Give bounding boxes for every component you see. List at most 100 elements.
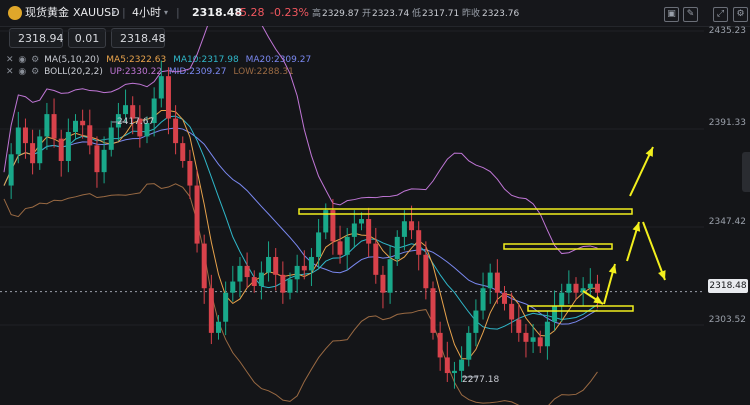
candle-body <box>516 319 522 333</box>
candle-body <box>373 243 379 275</box>
candle-body <box>530 337 536 342</box>
candle-body <box>22 127 28 144</box>
timeframe-chevron-icon[interactable]: ▾ <box>164 8 169 17</box>
candle-body <box>15 127 21 155</box>
support-box <box>527 305 634 312</box>
candle-body <box>201 243 207 289</box>
sell-price-button[interactable]: 2318.94 <box>9 28 64 48</box>
candle-body <box>287 279 293 293</box>
candle-body <box>308 256 314 271</box>
close-icon[interactable]: ✕ <box>6 55 14 65</box>
axis-tick: 2347.42 <box>708 217 746 227</box>
candle-body <box>359 219 364 224</box>
candle-body <box>180 143 186 161</box>
up-arrow <box>629 146 654 197</box>
candle-body <box>108 127 114 150</box>
candle-body <box>294 265 300 280</box>
candle-body <box>416 230 422 255</box>
price-axis[interactable]: 2435.23 2391.33 2347.42 2303.52 2318.48 <box>704 26 750 405</box>
candle-body <box>115 114 121 128</box>
candle-body <box>466 332 472 360</box>
candle-body <box>87 125 93 146</box>
boll-up-value: UP:2330.22 <box>109 67 163 77</box>
candlestick-chart[interactable] <box>0 26 704 405</box>
candle-body <box>587 283 593 289</box>
symbol-code[interactable]: XAUUSD <box>73 6 120 19</box>
candle-body <box>316 232 322 257</box>
candle-body <box>301 265 307 271</box>
candle-body <box>502 292 507 304</box>
timeframe-select[interactable]: 4小时 <box>132 6 161 19</box>
candle-body <box>330 210 336 242</box>
ma10-line <box>3 115 598 330</box>
high-value: 2329.87 <box>322 9 360 19</box>
draw-tools-icon[interactable]: ✎ <box>683 7 698 22</box>
candle-body <box>487 272 493 289</box>
resistance-box <box>298 208 633 215</box>
low-label: 低 <box>412 9 422 19</box>
candle-body <box>280 274 286 293</box>
last-price: 2318.48 <box>192 6 243 19</box>
ma20-value: MA20:2309.27 <box>245 55 312 65</box>
separator: | <box>122 6 126 19</box>
candle-body <box>566 283 572 293</box>
settings-icon[interactable]: ⚙ <box>31 55 40 65</box>
current-price-tag: 2318.48 <box>708 279 748 293</box>
candle-body <box>437 332 443 358</box>
top-bar: 现货黄金 XAUUSD ▾ | 4小时 ▾ | 2318.48 -5.28 -0… <box>0 0 750 27</box>
lot-size-input[interactable]: 0.01 <box>68 28 106 48</box>
candle-body <box>337 241 343 255</box>
candle-body <box>394 236 400 260</box>
candle-body <box>101 149 107 173</box>
candle-body <box>401 221 407 237</box>
candle-body <box>273 256 279 275</box>
candle-body <box>65 131 71 161</box>
chevron-down-icon[interactable]: ▾ <box>112 8 117 17</box>
candle-body <box>137 118 143 137</box>
candle-body <box>366 219 372 244</box>
candle-body <box>473 310 479 333</box>
close-icon[interactable]: ✕ <box>6 67 14 77</box>
candle-body <box>573 283 579 293</box>
ma-name: MA(5,10,20) <box>44 55 100 65</box>
screenshot-icon[interactable]: ▣ <box>664 7 679 22</box>
up-arrow-head <box>632 222 641 232</box>
candle-body <box>344 236 350 255</box>
settings-icon[interactable]: ⚙ <box>733 7 748 22</box>
candle-body <box>544 321 550 347</box>
high-marker-label: 2417.67 <box>117 117 155 127</box>
boll-mid-value: MID:2309.27 <box>168 67 227 77</box>
candle-body <box>44 114 50 137</box>
candle-body <box>423 254 429 289</box>
candle-body <box>8 154 14 186</box>
candle-body <box>51 114 57 139</box>
gold-coin-icon <box>8 6 22 20</box>
candle-body <box>208 288 214 333</box>
fullscreen-icon[interactable]: ⤢ <box>713 7 728 22</box>
candle-body <box>594 283 600 293</box>
settings-icon[interactable]: ⚙ <box>31 67 40 77</box>
candle-body <box>230 281 236 293</box>
panel-toggle-handle[interactable] <box>742 152 750 192</box>
ma5-line <box>3 110 598 360</box>
visibility-icon[interactable]: ◉ <box>18 55 27 65</box>
candle-body <box>237 265 243 282</box>
candle-body <box>94 145 100 173</box>
ma-legend: ✕ ◉ ⚙ MA(5,10,20) MA5:2322.63 MA10:2317.… <box>6 55 311 65</box>
candle-body <box>380 274 386 293</box>
candle-body <box>187 160 193 186</box>
candle-body <box>258 272 264 287</box>
candle-body <box>151 98 157 124</box>
low-value: 2317.71 <box>422 9 460 19</box>
candle-body <box>537 337 543 347</box>
boll-name: BOLL(20,2,2) <box>44 67 103 77</box>
buy-price-button[interactable]: 2318.48 <box>111 28 166 48</box>
visibility-icon[interactable]: ◉ <box>18 67 27 77</box>
candle-body <box>216 321 221 333</box>
symbol-name[interactable]: 现货黄金 <box>25 6 69 19</box>
down-arrow-head <box>658 270 666 280</box>
candle-body <box>509 303 515 320</box>
candle-body <box>30 143 36 164</box>
candle-body <box>165 76 171 119</box>
candle-body <box>559 292 565 307</box>
